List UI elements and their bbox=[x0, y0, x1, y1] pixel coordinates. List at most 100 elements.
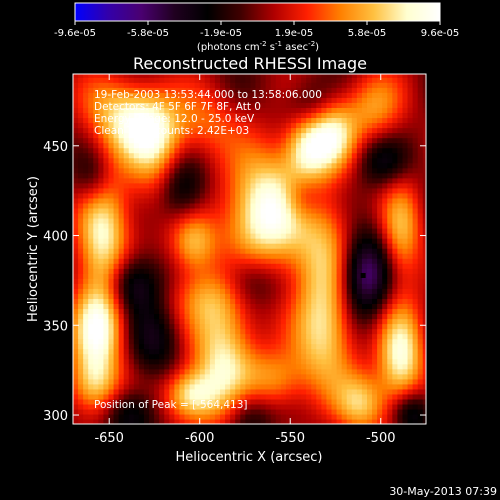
heatmap-cell bbox=[351, 353, 358, 360]
heatmap-cell bbox=[407, 74, 414, 78]
heatmap-cell bbox=[164, 77, 170, 83]
heatmap-cell bbox=[113, 197, 120, 204]
heatmap-cell bbox=[93, 222, 99, 229]
heatmap-cell bbox=[306, 418, 312, 424]
heatmap-cell bbox=[169, 358, 175, 365]
heatmap-cell bbox=[149, 293, 155, 299]
heatmap-cell bbox=[402, 348, 409, 355]
heatmap-cell bbox=[301, 192, 307, 199]
heatmap-cell bbox=[270, 258, 277, 264]
heatmap-cell bbox=[311, 167, 317, 174]
heatmap-cell bbox=[83, 137, 89, 144]
heatmap-cell bbox=[301, 102, 307, 108]
heatmap-cell bbox=[346, 207, 353, 214]
heatmap-cell bbox=[316, 298, 322, 304]
heatmap-cell bbox=[179, 333, 186, 340]
heatmap-cell bbox=[372, 157, 378, 164]
heatmap-cell bbox=[184, 77, 191, 83]
heatmap-cell bbox=[123, 273, 130, 279]
heatmap-cell bbox=[331, 157, 338, 164]
heatmap-cell bbox=[78, 217, 84, 224]
heatmap-cell bbox=[255, 152, 262, 159]
heatmap-cell bbox=[78, 112, 84, 119]
heatmap-cell bbox=[143, 298, 150, 304]
heatmap-cell bbox=[204, 177, 211, 184]
heatmap-cell bbox=[372, 388, 378, 395]
heatmap-cell bbox=[98, 308, 105, 315]
heatmap-cell bbox=[351, 293, 358, 299]
heatmap-cell bbox=[199, 413, 206, 420]
heatmap-cell bbox=[372, 368, 378, 375]
heatmap-cell bbox=[149, 313, 155, 320]
heatmap-cell bbox=[326, 408, 333, 415]
heatmap-cell bbox=[341, 393, 348, 400]
heatmap-cell bbox=[133, 137, 140, 144]
heatmap-cell bbox=[280, 243, 287, 249]
heatmap-cell bbox=[209, 328, 216, 335]
heatmap-cell bbox=[402, 187, 409, 194]
heatmap-cell bbox=[174, 117, 181, 124]
heatmap-cell bbox=[245, 263, 252, 269]
heatmap-cell bbox=[275, 328, 282, 335]
heatmap-cell bbox=[407, 228, 414, 234]
heatmap-cell bbox=[83, 268, 89, 274]
heatmap-cell bbox=[321, 187, 328, 194]
heatmap-cell bbox=[199, 253, 206, 259]
heatmap-cell bbox=[372, 92, 378, 98]
heatmap-cell bbox=[230, 212, 236, 219]
heatmap-cell bbox=[219, 383, 226, 390]
heatmap-cell bbox=[83, 413, 89, 420]
heatmap-cell bbox=[377, 403, 383, 410]
heatmap-cell bbox=[214, 82, 221, 88]
heatmap-cell bbox=[301, 368, 307, 375]
heatmap-cell bbox=[88, 253, 94, 259]
heatmap-cell bbox=[199, 238, 206, 244]
heatmap-cell bbox=[265, 288, 272, 294]
heatmap-cell bbox=[169, 328, 175, 335]
heatmap-cell bbox=[98, 293, 105, 299]
heatmap-cell bbox=[382, 238, 388, 244]
heatmap-cell bbox=[402, 248, 409, 254]
heatmap-cell bbox=[280, 97, 287, 103]
heatmap-cell bbox=[382, 82, 388, 88]
heatmap-cell bbox=[225, 132, 231, 139]
heatmap-cell bbox=[209, 323, 216, 330]
heatmap-cell bbox=[397, 353, 404, 360]
heatmap-cell bbox=[169, 82, 175, 88]
heatmap-cell bbox=[341, 368, 348, 375]
heatmap-cell bbox=[377, 177, 383, 184]
heatmap-cell bbox=[361, 228, 368, 234]
heatmap-cell bbox=[128, 398, 135, 405]
heatmap-cell bbox=[113, 233, 120, 239]
heatmap-cell bbox=[356, 233, 363, 239]
heatmap-cell bbox=[311, 268, 317, 274]
heatmap-cell bbox=[417, 363, 424, 370]
heatmap-cell bbox=[159, 353, 165, 360]
heatmap-cell bbox=[285, 373, 292, 380]
heatmap-cell bbox=[361, 388, 368, 395]
heatmap-cell bbox=[184, 398, 191, 405]
heatmap-cell bbox=[159, 403, 165, 410]
heatmap-cell bbox=[326, 117, 333, 124]
heatmap-cell bbox=[316, 117, 322, 124]
heatmap-cell bbox=[138, 363, 145, 370]
heatmap-cell bbox=[174, 222, 181, 229]
heatmap-cell bbox=[326, 127, 333, 134]
heatmap-cell bbox=[214, 228, 221, 234]
heatmap-cell bbox=[361, 117, 368, 124]
heatmap-cell bbox=[417, 393, 424, 400]
heatmap-cell bbox=[316, 393, 322, 400]
heatmap-cell bbox=[113, 212, 120, 219]
heatmap-cell bbox=[169, 217, 175, 224]
heatmap-cell bbox=[275, 368, 282, 375]
heatmap-cell bbox=[422, 258, 426, 264]
heatmap-cell bbox=[98, 268, 105, 274]
heatmap-cell bbox=[164, 238, 170, 244]
heatmap-cell bbox=[108, 358, 115, 365]
heatmap-cell bbox=[372, 162, 378, 169]
heatmap-cell bbox=[113, 117, 120, 124]
heatmap-cell bbox=[128, 233, 135, 239]
heatmap-cell bbox=[138, 167, 145, 174]
heatmap-cell bbox=[225, 92, 231, 98]
heatmap-cell bbox=[235, 278, 241, 284]
